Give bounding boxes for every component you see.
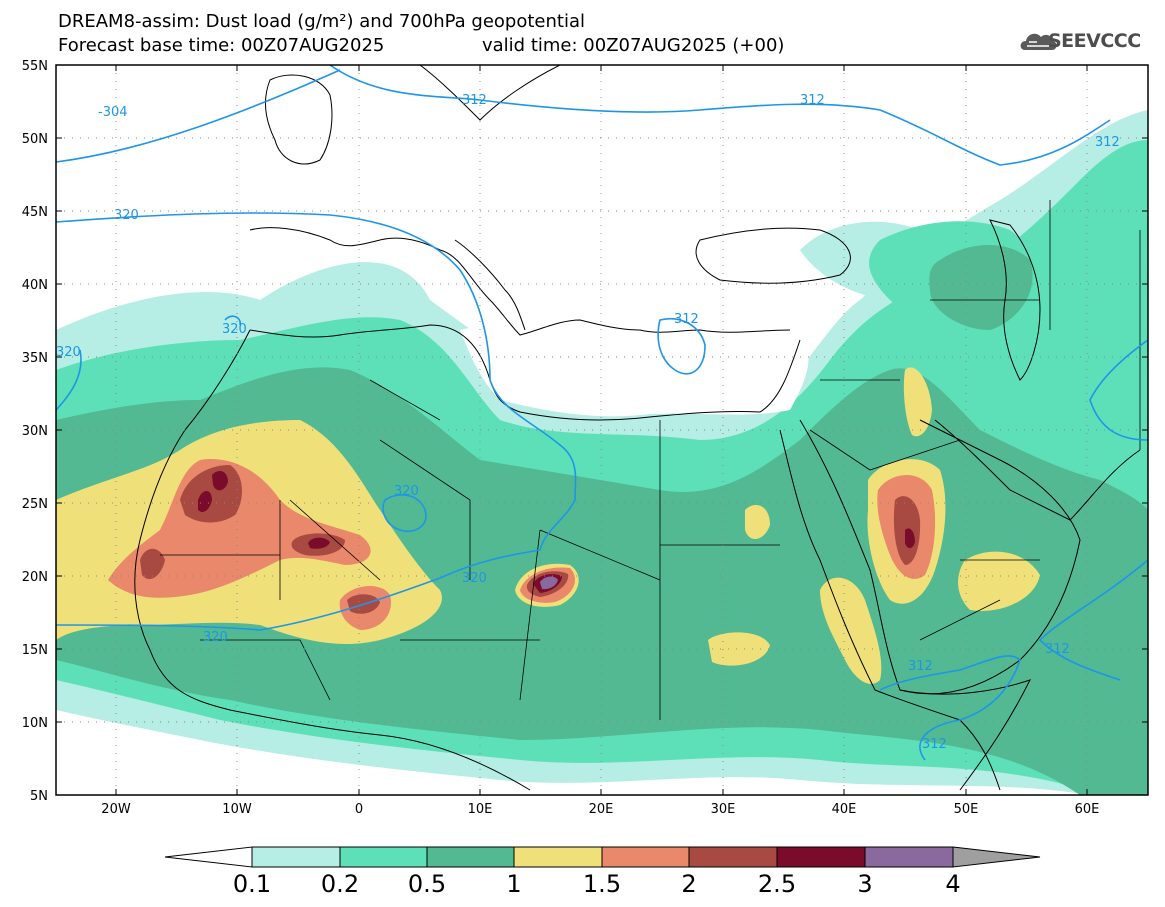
lat-label: 15N — [22, 643, 48, 658]
colorbar-label: 1 — [506, 870, 522, 898]
contour-label: 320 — [462, 571, 487, 586]
lon-label: 20W — [101, 802, 131, 817]
logo-text: SEEVCCC — [1048, 30, 1141, 52]
valid-time: valid time: 00Z07AUG2025 (+00) — [482, 35, 785, 56]
coastline-blacksea — [695, 227, 851, 284]
coastline-somalia — [899, 679, 1031, 791]
contour-label: -304 — [98, 105, 128, 120]
border-lines — [160, 200, 1141, 720]
dust-field-yellow-egypt — [745, 505, 770, 540]
contour-label: 312 — [922, 737, 947, 752]
contour-label: 320 — [56, 345, 81, 360]
colorbar-label: 2 — [681, 870, 697, 898]
coastline-britain — [265, 74, 333, 165]
dust-field-maroon-west — [198, 470, 228, 512]
cloud-icon — [1020, 33, 1057, 50]
contour-label: 320 — [394, 484, 419, 499]
contour-320-island — [382, 494, 427, 532]
lat-label: 50N — [22, 132, 48, 147]
lon-label: 10E — [468, 802, 493, 817]
lat-label: 45N — [22, 205, 48, 220]
coastline-europe — [249, 227, 791, 336]
coastline-scandinavia — [419, 65, 561, 121]
lat-label: 20N — [22, 570, 48, 585]
dust-field-brown-west2 — [140, 548, 165, 580]
colorbar-segment — [776, 846, 866, 868]
lat-label: 10N — [22, 716, 48, 731]
lat-label: 40N — [22, 278, 48, 293]
coastline-caspian — [989, 219, 1041, 381]
dust-field-orange-west — [108, 459, 371, 598]
colorbar-label: 4 — [945, 870, 961, 898]
contour-label: 312 — [908, 659, 933, 674]
lat-label: 30N — [22, 424, 48, 439]
contour-312-north — [329, 65, 1111, 166]
contour-label: 312 — [1045, 642, 1070, 657]
lon-label: 60E — [1075, 802, 1100, 817]
contour-label: 320 — [203, 630, 228, 645]
lon-label: 10W — [222, 802, 252, 817]
dust-field-yellow-iraq — [903, 367, 932, 437]
contour-312-arabiansea — [1038, 559, 1148, 681]
contour-label: 312 — [800, 93, 825, 108]
colorbar-label: 0.5 — [407, 870, 447, 898]
lon-label: 30E — [711, 802, 736, 817]
coastline-gulf — [934, 419, 1141, 521]
dust-field-yellow-oman — [958, 551, 1040, 611]
colorbar-label: 3 — [857, 870, 873, 898]
colorbar-label: 1.5 — [582, 870, 622, 898]
coastline-arabia — [799, 419, 1081, 695]
dust-field-yellow-redsea — [820, 577, 882, 684]
contour-320-north — [56, 212, 577, 631]
contour-320-blob — [224, 315, 242, 326]
contour-312-east — [1089, 339, 1148, 441]
colorbar-label: 2.5 — [757, 870, 797, 898]
contour-312-aegean — [657, 318, 706, 375]
lat-label: 35N — [22, 351, 48, 366]
contour-label: 312 — [1095, 135, 1120, 150]
colorbar-segment — [601, 846, 690, 868]
mediterranean-clear — [460, 325, 809, 417]
dust-field-maroon-mali — [308, 537, 330, 549]
chart-title: DREAM8-assim: Dust load (g/m²) and 700hP… — [58, 11, 585, 32]
forecast-base-time: Forecast base time: 00Z07AUG2025 — [58, 35, 385, 56]
lon-label: 20E — [589, 802, 614, 817]
colorbar-segment — [864, 846, 954, 868]
lat-label: 55N — [22, 59, 48, 74]
coastline-redsea-west — [779, 429, 1001, 791]
colorbar-label: 0.1 — [232, 870, 272, 898]
contour-312-somalia — [879, 655, 1021, 761]
lon-label: 0 — [355, 802, 363, 817]
colorbar-segment — [513, 846, 603, 868]
lon-label: 40E — [832, 802, 857, 817]
colorbar — [164, 846, 1041, 868]
contour-label: 320 — [222, 322, 247, 337]
colorbar-segment — [251, 846, 341, 868]
colorbar-lower-arrow — [164, 846, 253, 868]
colorbar-segment — [426, 846, 515, 868]
colorbar-segment — [339, 846, 428, 868]
contour-label: 320 — [114, 208, 139, 223]
colorbar-label: 0.2 — [320, 870, 360, 898]
dust-field-medium-caspian — [929, 245, 1033, 330]
dust-field-maroon-arabia — [905, 528, 915, 549]
contour-304 — [56, 69, 341, 163]
lat-label: 5N — [30, 789, 48, 804]
dust-field-purple-chad — [540, 576, 558, 590]
lon-label: 50E — [954, 802, 979, 817]
contour-label: 312 — [674, 312, 699, 327]
contour-label: 312 — [462, 93, 487, 108]
colorbar-segment — [688, 846, 778, 868]
colorbar-upper-arrow — [952, 846, 1041, 868]
coastline-italy — [454, 239, 526, 331]
lat-label: 25N — [22, 497, 48, 512]
